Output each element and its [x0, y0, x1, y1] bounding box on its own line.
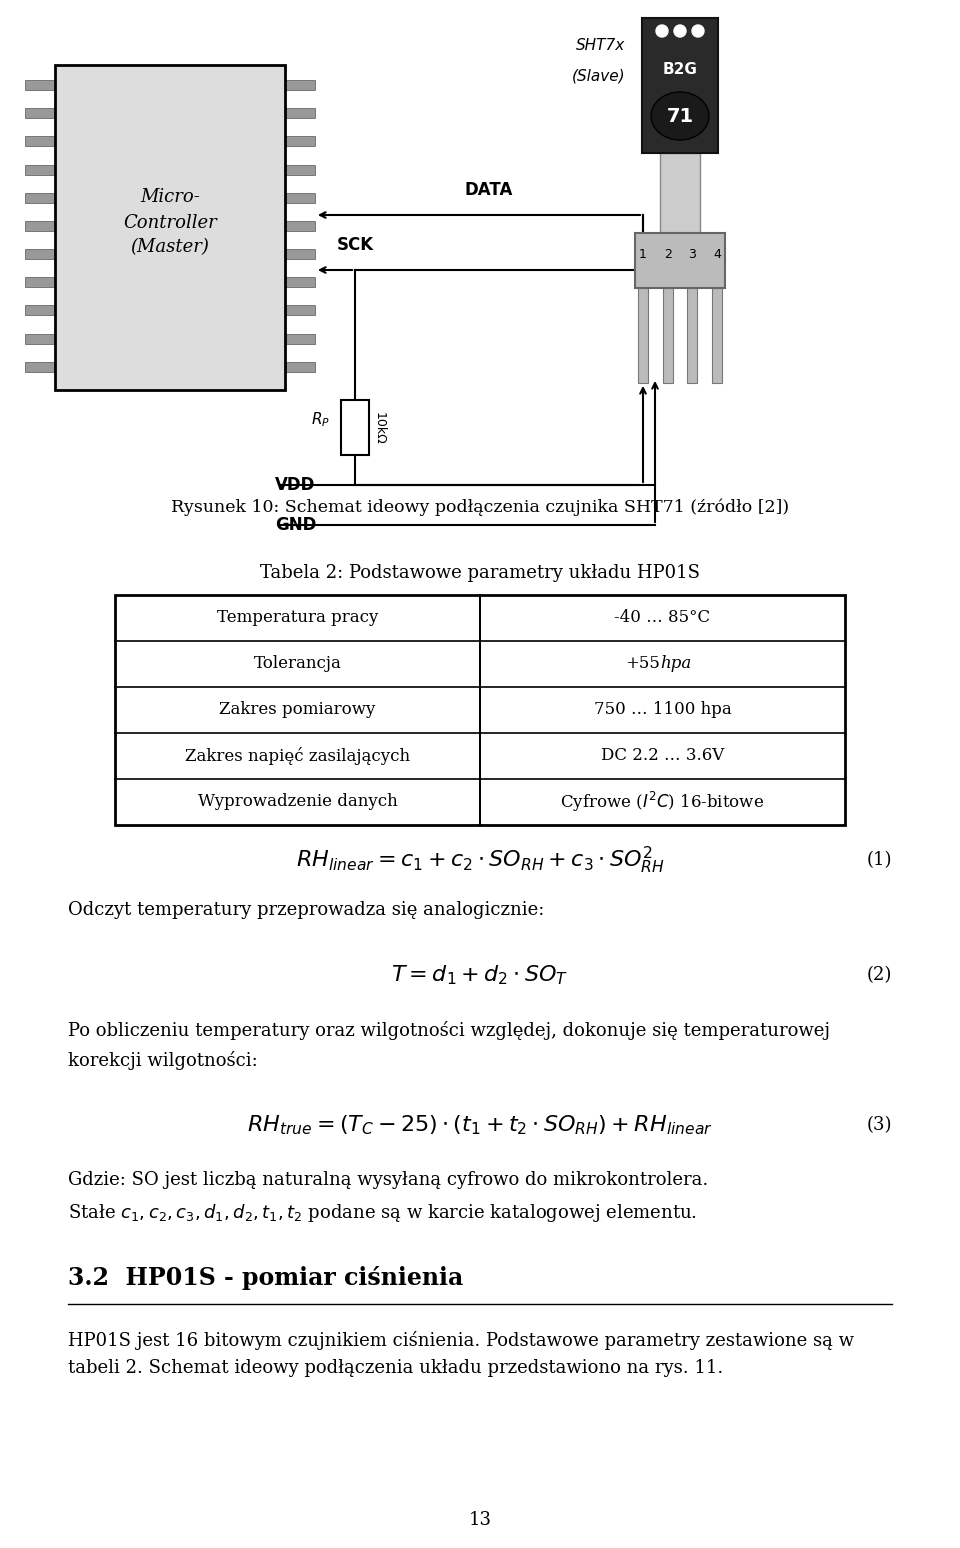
- Bar: [25, 136, 55, 147]
- Text: $RH_{linear} = c_1 + c_2 \cdot SO_{RH} + c_3 \cdot SO^2_{RH}$: $RH_{linear} = c_1 + c_2 \cdot SO_{RH} +…: [296, 844, 664, 876]
- Bar: [55, 65, 285, 390]
- Text: 2: 2: [663, 249, 672, 262]
- Bar: [285, 362, 315, 372]
- Bar: [660, 153, 700, 234]
- Text: 4: 4: [713, 249, 721, 262]
- Text: DATA: DATA: [465, 181, 514, 200]
- Text: 750 … 1100 hpa: 750 … 1100 hpa: [593, 701, 732, 718]
- Text: $T = d_1 + d_2 \cdot SO_T$: $T = d_1 + d_2 \cdot SO_T$: [392, 963, 568, 986]
- Bar: [25, 277, 55, 288]
- Bar: [285, 164, 315, 175]
- Text: Tolerancja: Tolerancja: [253, 655, 342, 672]
- Text: +55: +55: [626, 655, 660, 672]
- Bar: [638, 288, 648, 382]
- Bar: [25, 362, 55, 372]
- Bar: [285, 194, 315, 203]
- Text: SHT7x: SHT7x: [576, 39, 625, 54]
- Bar: [285, 277, 315, 288]
- Bar: [285, 305, 315, 316]
- Text: -40 … 85°C: -40 … 85°C: [614, 610, 710, 627]
- Bar: [115, 594, 845, 825]
- Text: Odczyt temperatury przeprowadza się analogicznie:: Odczyt temperatury przeprowadza się anal…: [68, 901, 544, 920]
- Text: B2G: B2G: [662, 62, 697, 77]
- Text: 3.2  HP01S - pomiar ciśnienia: 3.2 HP01S - pomiar ciśnienia: [68, 1266, 464, 1289]
- Text: 3: 3: [688, 249, 696, 262]
- Bar: [25, 221, 55, 231]
- Text: $R_P$: $R_P$: [311, 410, 330, 429]
- Text: Cyfrowe ($I^2C$) 16-bitowe: Cyfrowe ($I^2C$) 16-bitowe: [561, 789, 764, 814]
- Bar: [25, 80, 55, 90]
- Bar: [25, 334, 55, 344]
- Bar: [25, 194, 55, 203]
- Text: Zakres napięć zasilających: Zakres napięć zasilających: [185, 748, 410, 765]
- Text: (Slave): (Slave): [571, 68, 625, 84]
- Bar: [285, 249, 315, 259]
- Bar: [25, 249, 55, 259]
- Bar: [25, 305, 55, 316]
- Bar: [285, 108, 315, 118]
- Text: hpa: hpa: [660, 655, 692, 672]
- Text: Po obliczeniu temperatury oraz wilgotności względej, dokonuje się temperaturowej: Po obliczeniu temperatury oraz wilgotnoś…: [68, 1020, 830, 1040]
- Text: GND: GND: [275, 515, 317, 534]
- Bar: [635, 234, 725, 288]
- Bar: [285, 136, 315, 147]
- Text: 1: 1: [639, 249, 647, 262]
- Text: Temperatura pracy: Temperatura pracy: [217, 610, 378, 627]
- Text: Zakres pomiarowy: Zakres pomiarowy: [219, 701, 375, 718]
- Text: HP01S jest 16 bitowym czujnikiem ciśnienia. Podstawowe parametry zestawione są w: HP01S jest 16 bitowym czujnikiem ciśnien…: [68, 1330, 854, 1350]
- Bar: [712, 288, 722, 382]
- Bar: [285, 334, 315, 344]
- Bar: [687, 288, 697, 382]
- Text: (1): (1): [867, 851, 892, 868]
- Text: (3): (3): [867, 1116, 892, 1135]
- Text: 13: 13: [468, 1511, 492, 1529]
- Circle shape: [674, 25, 686, 37]
- Text: VDD: VDD: [275, 475, 316, 494]
- Bar: [25, 108, 55, 118]
- Text: 10kΩ: 10kΩ: [373, 412, 386, 444]
- Text: Rysunek 10: Schemat ideowy podłączenia czujnika SHT71 (źródło [2]): Rysunek 10: Schemat ideowy podłączenia c…: [171, 498, 789, 515]
- Ellipse shape: [651, 91, 709, 139]
- Bar: [25, 164, 55, 175]
- Bar: [285, 221, 315, 231]
- Text: korekcji wilgotności:: korekcji wilgotności:: [68, 1051, 257, 1070]
- Text: SCK: SCK: [336, 235, 373, 254]
- Text: Stałe $c_1, c_2, c_3, d_1, d_2, t_1, t_2$ podane są w karcie katalogowej element: Stałe $c_1, c_2, c_3, d_1, d_2, t_1, t_2…: [68, 1201, 697, 1224]
- Bar: [285, 80, 315, 90]
- Text: $RH_{true} = (T_C - 25) \cdot (t_1 + t_2 \cdot SO_{RH}) + RH_{linear}$: $RH_{true} = (T_C - 25) \cdot (t_1 + t_2…: [247, 1113, 713, 1136]
- Text: (2): (2): [867, 966, 892, 985]
- Text: Wyprowadzenie danych: Wyprowadzenie danych: [198, 794, 397, 811]
- Circle shape: [692, 25, 704, 37]
- Text: Gdzie: SO jest liczbą naturalną wysyłaną cyfrowo do mikrokontrolera.: Gdzie: SO jest liczbą naturalną wysyłaną…: [68, 1170, 708, 1189]
- Bar: [662, 288, 673, 382]
- Text: tabeli 2. Schemat ideowy podłączenia układu przedstawiono na rys. 11.: tabeli 2. Schemat ideowy podłączenia ukł…: [68, 1359, 723, 1378]
- Text: DC 2.2 … 3.6V: DC 2.2 … 3.6V: [601, 748, 724, 765]
- Bar: [341, 399, 369, 455]
- Text: Tabela 2: Podstawowe parametry układu HP01S: Tabela 2: Podstawowe parametry układu HP…: [260, 563, 700, 582]
- Text: Micro-
Controller
(Master): Micro- Controller (Master): [123, 189, 217, 257]
- Text: 71: 71: [666, 107, 693, 125]
- Bar: [642, 19, 718, 153]
- Circle shape: [656, 25, 668, 37]
